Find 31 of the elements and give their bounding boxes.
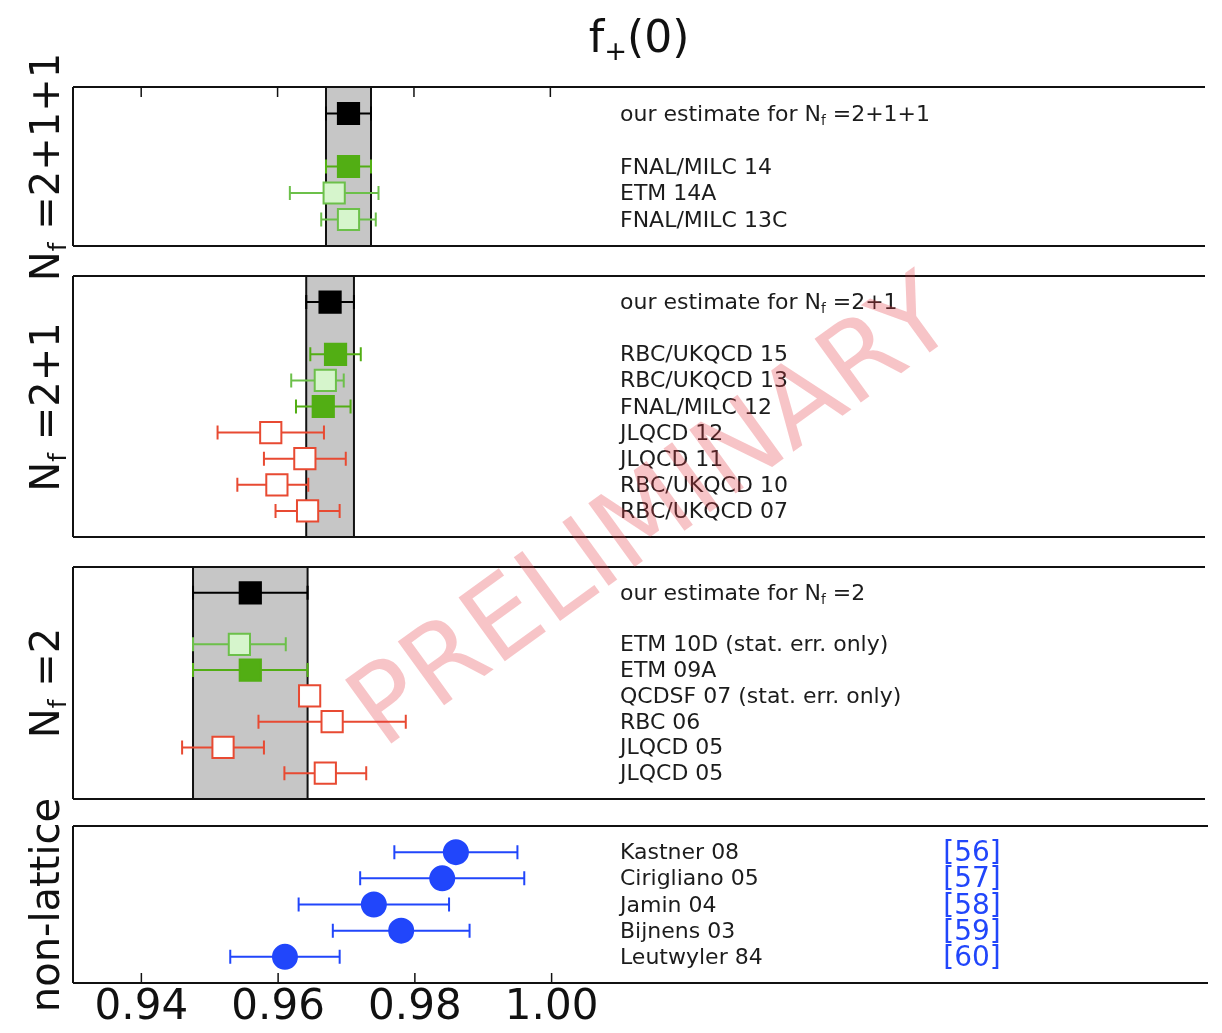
point <box>211 735 235 760</box>
x-tick-label: 0.96 <box>231 979 325 1029</box>
point <box>313 368 337 393</box>
y-tick-label: FNAL/MILC 14 <box>620 153 772 179</box>
point <box>388 917 415 944</box>
point <box>271 943 298 970</box>
x-tick-label: 0.94 <box>94 979 189 1029</box>
y-axis-title: non-lattice <box>22 797 68 1012</box>
y-tick-label: our estimate for N$_{f}$ =2+1+1 <box>620 100 931 128</box>
y-tick-label: JLQCD 05 <box>620 760 724 786</box>
y-tick-label: Kastner 08 <box>620 839 740 865</box>
point <box>238 658 262 682</box>
y-tick-label: Cirigliano 05 <box>620 865 759 891</box>
x-tick-label: 1.00 <box>504 979 599 1029</box>
point <box>311 394 335 419</box>
point <box>298 684 322 708</box>
point <box>238 581 262 605</box>
y-tick-label: Jamin 04 <box>620 891 717 917</box>
point <box>429 865 456 892</box>
y-tick-label: Bijnens 03 <box>620 917 736 943</box>
point <box>293 447 317 471</box>
y-tick-label: FNAL/MILC 13C <box>620 206 788 232</box>
point <box>442 839 469 866</box>
x-tick-label: 0.98 <box>368 979 462 1029</box>
point <box>318 290 342 314</box>
y-tick-label: Leutwyler 84 <box>620 943 763 969</box>
y-tick-label: ETM 14A <box>620 180 717 205</box>
point <box>227 632 251 656</box>
point <box>295 499 320 523</box>
point <box>360 891 387 918</box>
chart-title: f$_{+}$(0) <box>588 11 690 67</box>
